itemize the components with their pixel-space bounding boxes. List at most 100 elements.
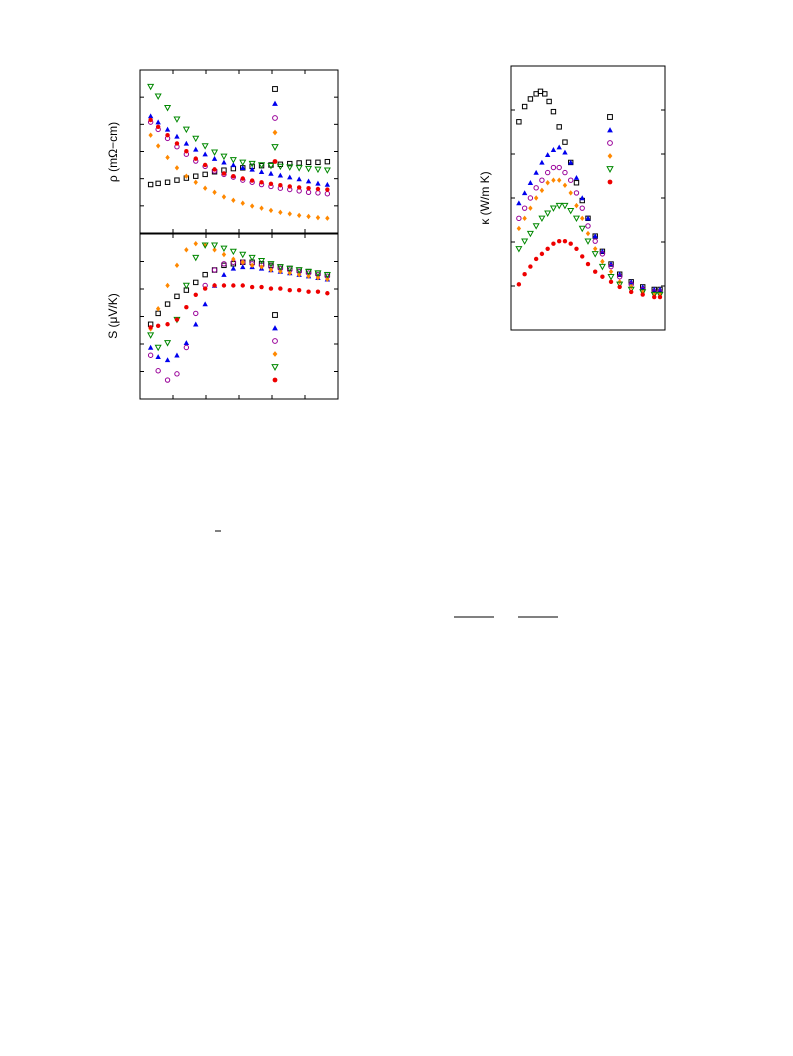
- thermal-conductivity-series-6-point: [640, 292, 645, 297]
- thermal-conductivity-legend-symbol-4: [607, 153, 613, 159]
- thermopower-series-5-point: [147, 332, 155, 339]
- thermal-conductivity-ylabel: κ (W/m K): [478, 171, 492, 224]
- thermal-conductivity-series-1-point: [546, 98, 552, 105]
- resistivity-series-4-point: [148, 132, 153, 138]
- resistivity-series-2-point: [315, 180, 321, 186]
- thermopower-series-6-point: [155, 323, 161, 328]
- resistivity-series-2-point: [164, 126, 171, 132]
- thermopower-series-3-point: [221, 261, 227, 267]
- thermopower-series-4-point: [202, 242, 208, 248]
- thermopower-series-4-point: [268, 267, 274, 273]
- thermal-conductivity-series-4-point: [533, 195, 539, 201]
- thermal-conductivity-series-2-point: [585, 215, 591, 221]
- resistivity-series-2-point: [147, 113, 154, 119]
- thermopower-series-6-point: [202, 286, 208, 291]
- resistivity-series-6-point: [315, 186, 321, 192]
- resistivity-legend-symbol-4: [272, 129, 278, 136]
- resistivity-series-1-point: [193, 173, 199, 179]
- thermal-conductivity-series-3-point: [521, 205, 528, 211]
- thermopower-series-4-point: [231, 256, 236, 262]
- thermopower-series-3-point: [164, 377, 171, 383]
- thermopower-series-2-point: [164, 357, 171, 363]
- thermal-conductivity-series-2-point: [562, 149, 568, 155]
- thermopower-frame: [139, 233, 339, 400]
- thermopower-series-6-point: [268, 286, 274, 291]
- resistivity-series-5-point: [220, 153, 228, 161]
- resistivity-series-3-point: [305, 189, 312, 195]
- thermopower-series-6-point: [278, 286, 283, 291]
- thermopower-series-4-point: [259, 264, 264, 270]
- resistivity-series-2-point: [287, 174, 293, 180]
- thermal-conductivity-series-3-point: [516, 215, 522, 222]
- thermopower-series-3-point: [147, 352, 154, 358]
- thermal-conductivity-series-6-point: [580, 254, 585, 259]
- resistivity-series-6-point: [296, 185, 302, 190]
- thermal-conductivity-series-2-point: [556, 144, 562, 150]
- resistivity-series-6-point: [231, 173, 236, 179]
- resistivity-series-2-point: [258, 169, 265, 174]
- thermopower-series-5-point: [220, 245, 228, 253]
- thermal-conductivity-series-3-point: [616, 274, 623, 280]
- resistivity-series-4-point: [268, 207, 274, 214]
- thermal-conductivity-series-5-point: [572, 215, 581, 223]
- resistivity-series-4-point: [296, 212, 302, 219]
- resistivity-series-6-point: [148, 117, 153, 123]
- resistivity-marks: [147, 83, 331, 221]
- resistivity-series-5-point: [258, 162, 266, 169]
- resistivity-series-5-point: [192, 135, 200, 143]
- thermopower-series-5-point: [323, 271, 331, 279]
- thermal-conductivity-series-4-point: [557, 177, 562, 183]
- resistivity-series-1-point: [315, 159, 321, 166]
- thermal-conductivity-series-3-point: [579, 205, 585, 211]
- thermal-conductivity-series-6-point: [551, 241, 556, 246]
- thermal-conductivity-series-4-point: [568, 190, 573, 196]
- resistivity-series-2-point: [324, 181, 331, 187]
- thermopower-legend-symbol-3: [272, 338, 278, 344]
- thermal-conductivity-series-3-point: [527, 195, 534, 201]
- thermal-conductivity-series-6-point: [557, 238, 562, 244]
- thermopower-series-1-point: [202, 271, 208, 278]
- thermopower-series-6-point: [287, 287, 292, 293]
- resistivity-series-4-point: [231, 197, 236, 203]
- thermal-conductivity-ticks: [511, 109, 665, 287]
- thermal-conductivity-series-4-point: [608, 268, 614, 275]
- resistivity-series-2-point: [174, 133, 180, 139]
- thermopower-series-6-point: [306, 289, 311, 294]
- resistivity-panel: ρ (mΩ−cm): [106, 69, 339, 234]
- thermal-conductivity-series-2-point: [573, 174, 580, 180]
- thermal-conductivity-series-6-point: [528, 264, 533, 269]
- thermopower-series-4-point: [174, 262, 180, 269]
- resistivity-series-4-point: [240, 200, 245, 206]
- thermal-conductivity-legend-symbol-6: [607, 179, 613, 185]
- thermopower-panel: S (μV/K): [106, 233, 339, 400]
- resistivity-series-2-point: [155, 119, 161, 125]
- thermopower-series-6-point: [249, 284, 255, 290]
- thermal-conductivity-series-4-point: [562, 182, 568, 188]
- thermal-conductivity-series-2-point: [539, 159, 545, 165]
- thermal-conductivity-series-6-point: [585, 261, 591, 267]
- thermopower-series-5-point: [154, 344, 162, 352]
- thermal-conductivity-series-6-point: [522, 272, 527, 277]
- thermal-conductivity-series-3-point: [556, 164, 562, 171]
- thermal-conductivity-series-6-point: [568, 241, 573, 246]
- thermal-conductivity-series-2-point: [521, 190, 528, 196]
- thermal-conductivity-series-3-point: [608, 263, 614, 270]
- thermal-conductivity-series-3-point: [544, 169, 551, 176]
- thermal-conductivity-series-6-point: [629, 289, 634, 295]
- thermal-conductivity-series-2-point: [527, 180, 534, 185]
- thermal-conductivity-series-5-point: [656, 291, 664, 299]
- resistivity-frame: [139, 69, 339, 234]
- thermopower-series-6-point: [315, 289, 321, 294]
- thermal-conductivity-series-6-point: [539, 251, 545, 257]
- resistivity-series-6-point: [155, 124, 161, 130]
- resistivity-series-6-point: [287, 184, 292, 189]
- thermopower-series-4-point: [296, 271, 302, 278]
- thermopower-series-6-point: [184, 305, 189, 310]
- thermal-conductivity-series-5-point: [598, 263, 606, 271]
- resistivity-series-6-point: [212, 167, 217, 172]
- resistivity-series-5-point: [239, 159, 247, 167]
- thermal-conductivity-series-2-point: [533, 169, 539, 175]
- resistivity-series-4-point: [221, 194, 227, 200]
- thermopower-series-2-point: [193, 321, 199, 327]
